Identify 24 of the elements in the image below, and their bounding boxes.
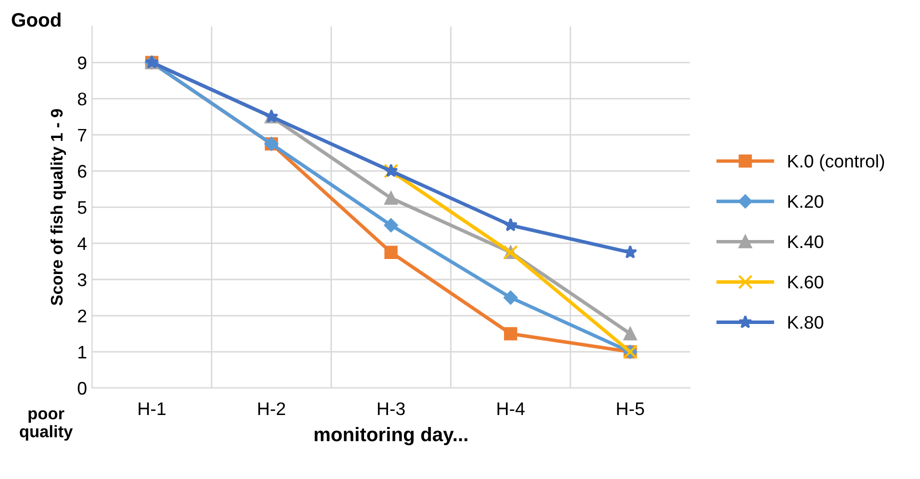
x-tick-label: H-4 <box>498 402 525 415</box>
y-tick-label: 0 <box>78 382 86 395</box>
x-tick-label: H-5 <box>617 402 644 416</box>
x-tick-label: H-2 <box>258 402 286 415</box>
y-tick-label: 6 <box>78 164 86 178</box>
legend-label: K.20 <box>788 195 824 208</box>
legend-label: K.40 <box>788 235 824 248</box>
x-tick-label: H-1 <box>138 402 166 415</box>
y-tick-label: 2 <box>78 310 86 322</box>
legend-label: K.80 <box>788 316 824 329</box>
y-tick-label: 4 <box>78 237 87 250</box>
y-axis-title: Score of fish quality 1 - 9 <box>50 109 66 306</box>
legend-label: K.60 <box>788 276 824 288</box>
y-tick-label: 5 <box>78 201 86 214</box>
y-tick-label: 1 <box>78 346 86 358</box>
text: Good <box>12 12 61 27</box>
legend-label: K.0 (control) <box>788 154 884 172</box>
x-tick-label: H-3 <box>378 402 405 416</box>
y-tick-label: 3 <box>78 273 86 286</box>
text: poor quality <box>20 410 73 441</box>
y-tick-label: 8 <box>78 92 86 106</box>
y-tick-label: 9 <box>78 56 86 70</box>
x-axis-title: monitoring day... <box>314 427 468 446</box>
y-tick-label: 7 <box>78 128 86 142</box>
